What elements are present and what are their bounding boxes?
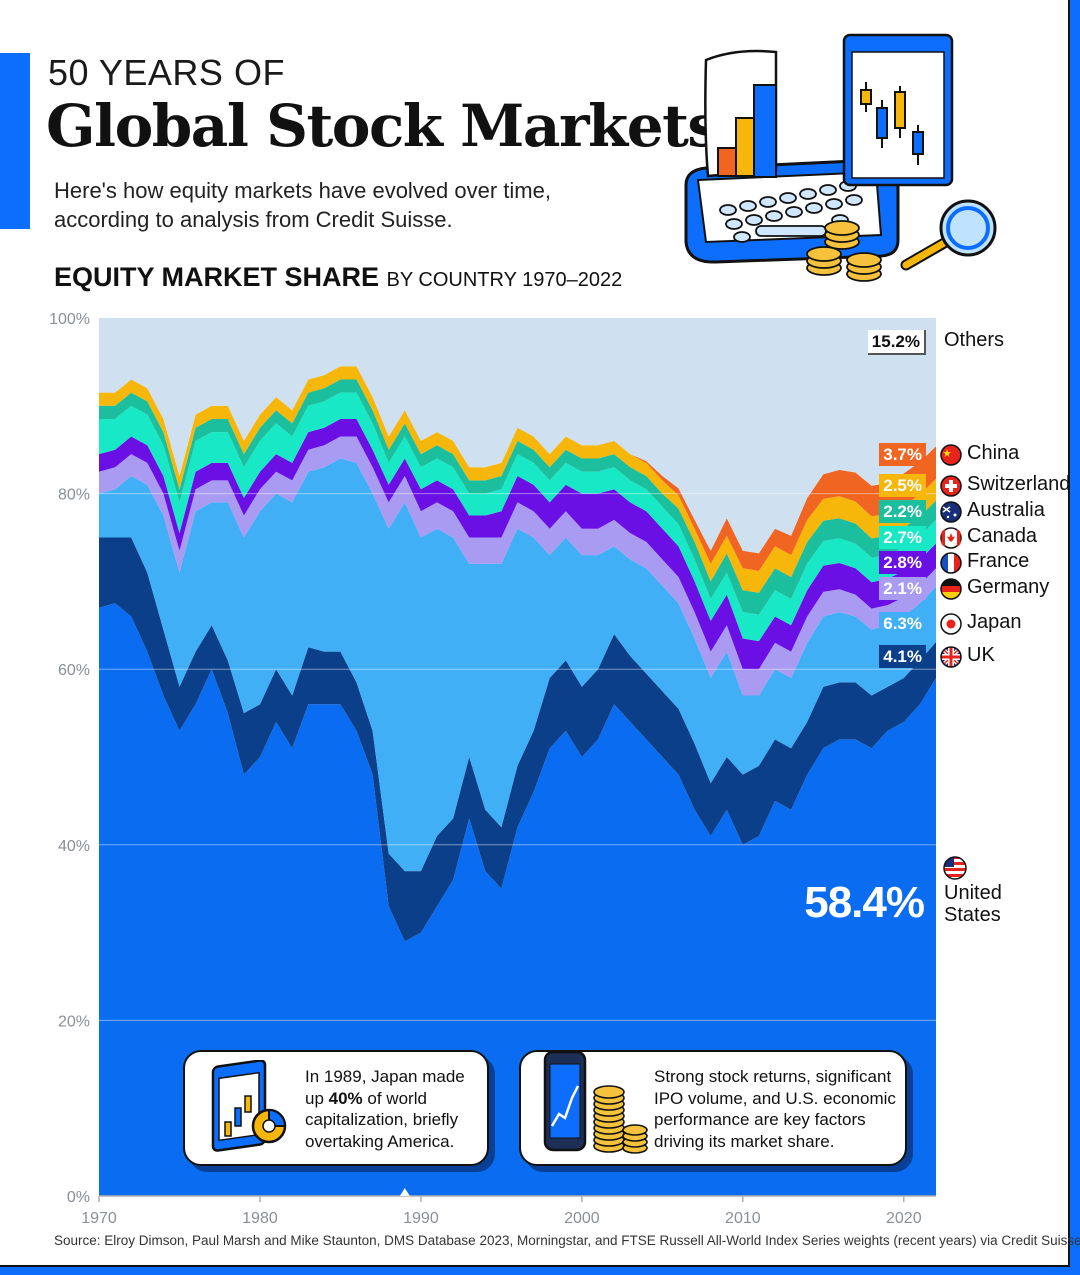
callout-us: Strong stock returns, significant IPO vo… xyxy=(519,1050,907,1166)
legend-label-us: United States xyxy=(944,882,1002,926)
area-uk xyxy=(99,537,936,942)
legend-label-germany: Germany xyxy=(967,576,1050,598)
x-tick-label: 1980 xyxy=(242,1210,278,1227)
x-tick-label: 2020 xyxy=(886,1210,922,1227)
flag-france-icon xyxy=(940,552,962,574)
flag-china-icon xyxy=(940,444,962,466)
subtitle: Here's how equity markets have evolved o… xyxy=(54,178,551,232)
area-others xyxy=(99,318,936,554)
legend-label-canada: Canada xyxy=(967,525,1038,547)
legend-value-japan: 6.3% xyxy=(879,612,926,635)
tablet-chart-icon xyxy=(211,1060,287,1152)
page-title: Global Stock Markets xyxy=(46,92,720,160)
legend-value-switzerland: 2.5% xyxy=(879,474,926,497)
legend-label-china: China xyxy=(967,442,1020,464)
area-china xyxy=(99,366,936,571)
legend-value-canada: 2.7% xyxy=(879,526,926,549)
phone-chart-icon xyxy=(543,1050,648,1154)
area-australia xyxy=(99,379,936,615)
y-tick-label: 100% xyxy=(49,311,90,328)
source-note: Source: Elroy Dimson, Paul Marsh and Mik… xyxy=(54,1233,1080,1248)
legend-value-germany: 2.1% xyxy=(879,577,926,600)
chart-heading-main: EQUITY MARKET SHARE xyxy=(54,262,380,292)
legend-label-japan: Japan xyxy=(967,611,1022,633)
legend-label-france: France xyxy=(967,550,1030,572)
x-tick-label: 2000 xyxy=(564,1210,600,1227)
flag-japan-icon xyxy=(940,613,962,635)
area-france xyxy=(99,419,936,670)
x-tick-label: 2010 xyxy=(725,1210,761,1227)
x-tick-label: 1990 xyxy=(403,1210,439,1227)
frame-line-bottom xyxy=(0,1265,1070,1267)
y-tick-label: 60% xyxy=(58,662,90,679)
legend-label-australia: Australia xyxy=(967,499,1045,521)
y-tick-label: 0% xyxy=(67,1189,90,1206)
flag-us-icon xyxy=(943,856,967,880)
frame-bottom xyxy=(0,1267,1080,1275)
area-canada xyxy=(99,392,936,642)
area-united-states xyxy=(99,603,936,1196)
chart-heading: EQUITY MARKET SHARE BY COUNTRY 1970–2022 xyxy=(54,262,622,293)
legend-label-others: Others xyxy=(944,329,1005,351)
flag-uk-icon xyxy=(940,646,962,668)
frame-line-right xyxy=(1068,0,1070,1267)
callout-japan-text: In 1989, Japan made up 40% of world capi… xyxy=(305,1067,465,1151)
year-1989-marker xyxy=(399,1188,410,1196)
y-tick-label: 20% xyxy=(58,1013,90,1030)
legend-value-others: 15.2% xyxy=(867,330,926,355)
legend-value-australia: 2.2% xyxy=(879,500,926,523)
flag-germany-icon xyxy=(940,578,962,600)
flag-canada-icon xyxy=(940,527,962,549)
legend-value-us: 58.4% xyxy=(804,878,925,927)
flag-australia-icon xyxy=(940,501,962,523)
area-japan xyxy=(99,458,936,872)
legend-label-uk: UK xyxy=(967,644,995,666)
chart-heading-sub: BY COUNTRY 1970–2022 xyxy=(386,269,623,291)
y-tick-label: 40% xyxy=(58,838,90,855)
callout-japan: In 1989, Japan made up 40% of world capi… xyxy=(183,1050,489,1166)
legend-value-china: 3.7% xyxy=(879,443,926,466)
area-germany xyxy=(99,436,936,696)
area-switzerland xyxy=(99,366,936,593)
legend-label-switzerland: Switzerland xyxy=(967,473,1071,495)
x-tick-label: 1970 xyxy=(81,1210,117,1227)
frame-right xyxy=(1070,0,1080,1275)
legend-value-uk: 4.1% xyxy=(879,645,926,668)
chart-illustration-icon xyxy=(684,33,997,282)
magnifier-icon xyxy=(900,199,997,271)
kicker: 50 YEARS OF xyxy=(48,52,285,93)
flag-switzerland-icon xyxy=(940,475,962,497)
legend-label-us-line2: States xyxy=(944,904,1001,926)
callout-us-text: Strong stock returns, significant IPO vo… xyxy=(654,1067,896,1151)
legend-value-france: 2.8% xyxy=(879,551,926,574)
legend-label-us-line1: United xyxy=(944,882,1002,904)
y-tick-label: 80% xyxy=(58,487,90,504)
accent-bar xyxy=(0,53,30,229)
